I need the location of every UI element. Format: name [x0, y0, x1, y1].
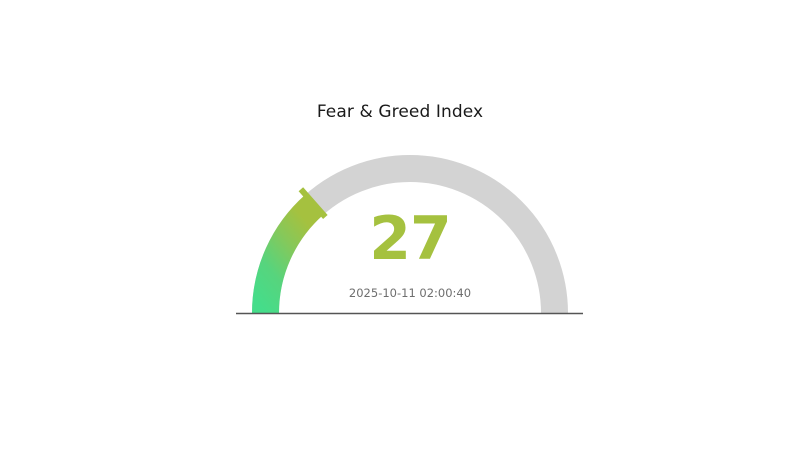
gauge-value-label: 27	[369, 204, 452, 274]
gauge-timestamp-label: 2025-10-11 02:00:40	[348, 286, 472, 300]
gauge-progress-arc	[252, 194, 324, 314]
page-title: Fear & Greed Index	[316, 102, 484, 122]
gauge-value-marker-icon	[298, 187, 328, 219]
